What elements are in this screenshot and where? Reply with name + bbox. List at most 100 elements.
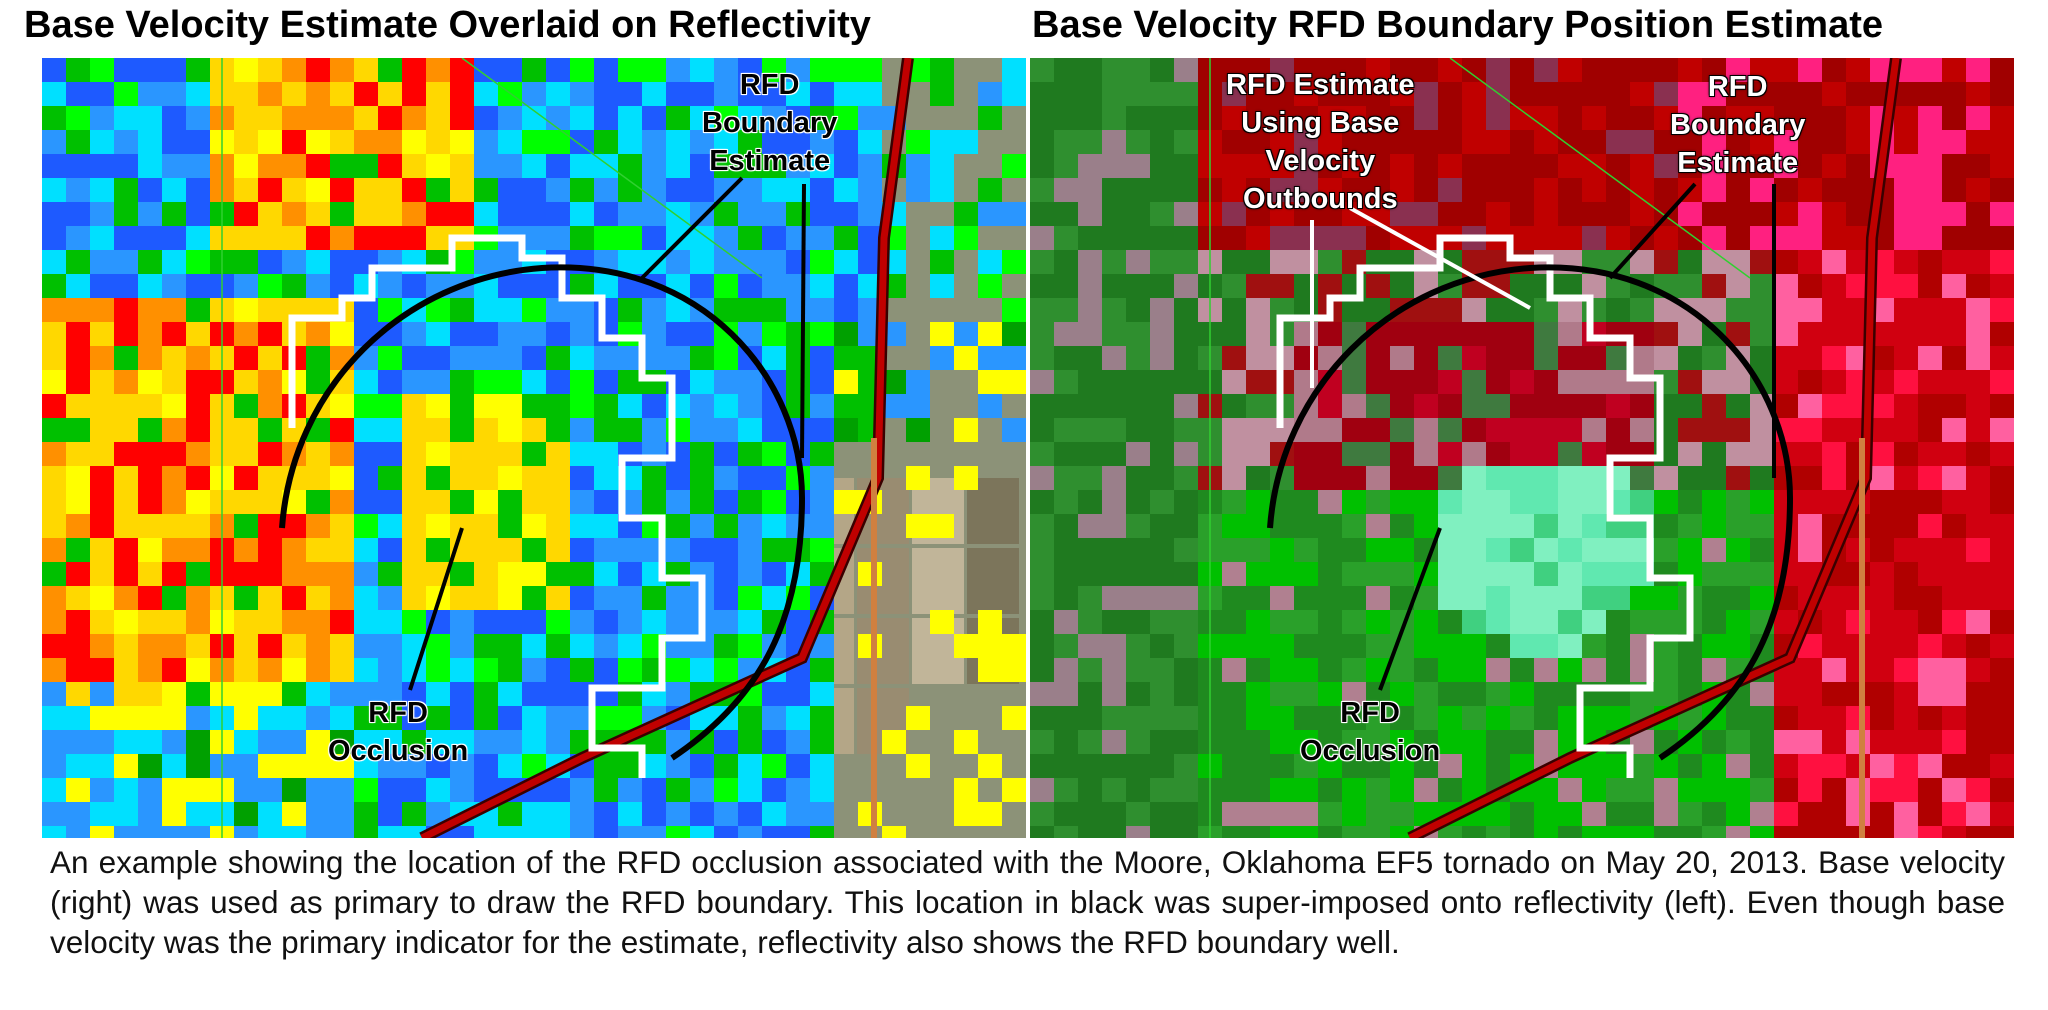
radar-pixel <box>402 154 426 178</box>
radar-pixel <box>1942 154 1966 178</box>
radar-pixel <box>1606 202 1630 226</box>
radar-pixel <box>402 538 426 562</box>
radar-pixel <box>546 706 570 730</box>
radar-pixel <box>1002 322 1026 346</box>
radar-pixel <box>1750 562 1774 586</box>
radar-pixel <box>522 466 546 490</box>
radar-pixel <box>1390 466 1414 490</box>
radar-pixel <box>1270 730 1294 754</box>
radar-pixel <box>1942 226 1966 250</box>
radar-pixel <box>714 610 738 634</box>
radar-pixel <box>618 106 642 130</box>
radar-pixel <box>1438 754 1462 778</box>
radar-pixel <box>738 514 762 538</box>
radar-pixel <box>1918 466 1942 490</box>
radar-pixel <box>138 514 162 538</box>
radar-pixel <box>1366 562 1390 586</box>
radar-pixel <box>1582 106 1606 130</box>
radar-pixel <box>138 298 162 322</box>
radar-pixel <box>162 490 186 514</box>
radar-pixel <box>954 634 978 658</box>
radar-pixel <box>1990 562 2014 586</box>
radar-pixel <box>1054 274 1078 298</box>
radar-pixel <box>1606 154 1630 178</box>
radar-pixel <box>162 466 186 490</box>
radar-pixel <box>1318 514 1342 538</box>
radar-pixel <box>1534 682 1558 706</box>
radar-pixel <box>354 226 378 250</box>
radar-pixel <box>114 610 138 634</box>
radar-pixel <box>1342 802 1366 826</box>
radar-pixel <box>1870 466 1894 490</box>
radar-pixel <box>1246 802 1270 826</box>
radar-pixel <box>1078 346 1102 370</box>
radar-pixel <box>1774 826 1798 838</box>
radar-pixel <box>1750 250 1774 274</box>
radar-pixel <box>330 778 354 802</box>
radar-pixel <box>354 826 378 838</box>
radar-pixel <box>66 826 90 838</box>
radar-pixel <box>906 418 930 442</box>
radar-pixel <box>402 418 426 442</box>
radar-pixel <box>978 754 1002 778</box>
radar-pixel <box>186 178 210 202</box>
radar-pixel <box>402 226 426 250</box>
radar-pixel <box>738 154 762 178</box>
radar-pixel <box>114 106 138 130</box>
radar-pixel <box>1558 826 1582 838</box>
radar-pixel <box>570 394 594 418</box>
radar-pixel <box>90 346 114 370</box>
radar-pixel <box>354 778 378 802</box>
radar-pixel <box>1558 106 1582 130</box>
radar-pixel <box>1510 610 1534 634</box>
radar-pixel <box>1438 298 1462 322</box>
radar-pixel <box>786 298 810 322</box>
radar-pixel <box>570 562 594 586</box>
radar-pixel <box>258 466 282 490</box>
radar-pixel <box>426 58 450 82</box>
radar-pixel <box>1966 226 1990 250</box>
radar-pixel <box>1030 322 1054 346</box>
radar-pixel <box>810 418 834 442</box>
radar-pixel <box>1510 394 1534 418</box>
radar-pixel <box>1846 730 1870 754</box>
radar-pixel <box>1222 610 1246 634</box>
radar-pixel <box>762 562 786 586</box>
radar-pixel <box>978 250 1002 274</box>
radar-pixel <box>1918 178 1942 202</box>
radar-pixel <box>1990 298 2014 322</box>
radar-pixel <box>1054 682 1078 706</box>
radar-pixel <box>354 538 378 562</box>
radar-pixel <box>1174 706 1198 730</box>
radar-pixel <box>1222 538 1246 562</box>
radar-pixel <box>738 418 762 442</box>
radar-pixel <box>1438 370 1462 394</box>
radar-pixel <box>258 82 282 106</box>
radar-pixel <box>498 634 522 658</box>
radar-pixel <box>138 538 162 562</box>
radar-pixel <box>1078 538 1102 562</box>
radar-pixel <box>594 394 618 418</box>
radar-pixel <box>1078 226 1102 250</box>
radar-pixel <box>1366 706 1390 730</box>
radar-pixel <box>1342 514 1366 538</box>
radar-pixel <box>378 202 402 226</box>
radar-pixel <box>234 538 258 562</box>
radar-pixel <box>1054 322 1078 346</box>
radar-pixel <box>1366 610 1390 634</box>
radar-pixel <box>1702 778 1726 802</box>
radar-pixel <box>762 682 786 706</box>
radar-pixel <box>66 610 90 634</box>
radar-pixel <box>1102 130 1126 154</box>
radar-pixel <box>738 754 762 778</box>
radar-pixel <box>1318 442 1342 466</box>
radar-pixel <box>1870 442 1894 466</box>
radar-pixel <box>1870 538 1894 562</box>
radar-pixel <box>1342 730 1366 754</box>
radar-pixel <box>1534 658 1558 682</box>
radar-pixel <box>1102 202 1126 226</box>
radar-pixel <box>1510 730 1534 754</box>
radar-pixel <box>570 82 594 106</box>
radar-pixel <box>330 130 354 154</box>
radar-pixel <box>90 58 114 82</box>
